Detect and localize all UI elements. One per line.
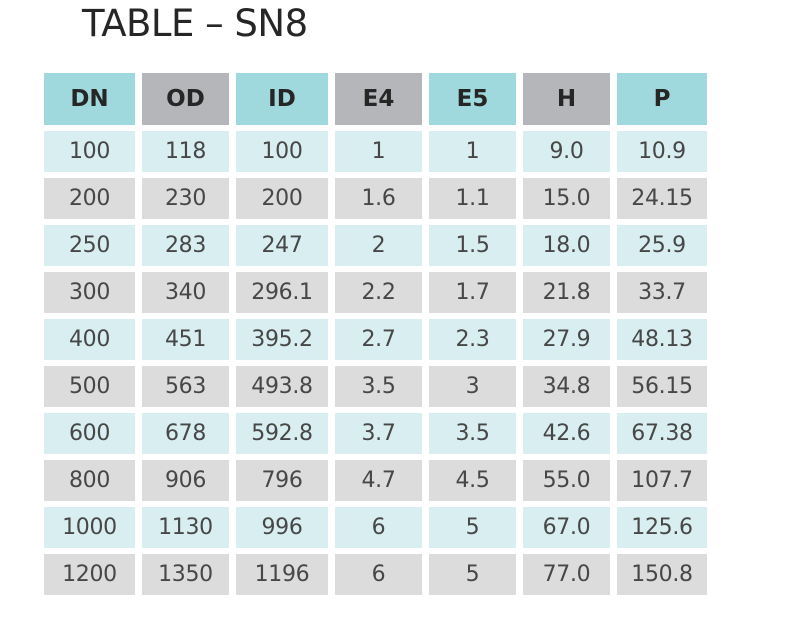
table-cell-h: 55.0 <box>523 460 610 501</box>
table-cell-id: 100 <box>236 131 328 172</box>
table-cell-od: 1130 <box>142 507 229 548</box>
table-cell-id: 996 <box>236 507 328 548</box>
table-cell-e4: 6 <box>335 554 422 595</box>
table-cell-e5: 4.5 <box>429 460 516 501</box>
table-cell-e4: 1 <box>335 131 422 172</box>
table-cell-h: 42.6 <box>523 413 610 454</box>
table-cell-dn: 600 <box>44 413 135 454</box>
table-cell-e4: 2.7 <box>335 319 422 360</box>
table-cell-id: 796 <box>236 460 328 501</box>
table-cell-e5: 1.1 <box>429 178 516 219</box>
table-cell-od: 678 <box>142 413 229 454</box>
table-cell-dn: 400 <box>44 319 135 360</box>
table-cell-e5: 1.7 <box>429 272 516 313</box>
table-cell-od: 451 <box>142 319 229 360</box>
table-cell-p: 67.38 <box>617 413 707 454</box>
table-cell-h: 9.0 <box>523 131 610 172</box>
table-cell-id: 592.8 <box>236 413 328 454</box>
table-cell-e4: 2 <box>335 225 422 266</box>
table-cell-h: 21.8 <box>523 272 610 313</box>
page-title: TABLE – SN8 <box>82 2 308 45</box>
table-cell-p: 107.7 <box>617 460 707 501</box>
table-cell-e5: 1 <box>429 131 516 172</box>
table-cell-h: 27.9 <box>523 319 610 360</box>
table-cell-od: 1350 <box>142 554 229 595</box>
table-cell-p: 25.9 <box>617 225 707 266</box>
table-cell-e4: 2.2 <box>335 272 422 313</box>
table-cell-p: 48.13 <box>617 319 707 360</box>
column-header-h: H <box>523 73 610 125</box>
table-cell-dn: 1000 <box>44 507 135 548</box>
column-header-dn: DN <box>44 73 135 125</box>
table-cell-dn: 200 <box>44 178 135 219</box>
table-cell-od: 563 <box>142 366 229 407</box>
table-cell-id: 395.2 <box>236 319 328 360</box>
table-cell-e5: 1.5 <box>429 225 516 266</box>
table-cell-id: 247 <box>236 225 328 266</box>
table-cell-h: 34.8 <box>523 366 610 407</box>
table-cell-e4: 4.7 <box>335 460 422 501</box>
table-cell-e5: 3 <box>429 366 516 407</box>
table-cell-id: 200 <box>236 178 328 219</box>
table-cell-p: 56.15 <box>617 366 707 407</box>
table-cell-e4: 1.6 <box>335 178 422 219</box>
sn8-table: DN OD ID E4 E5 H P 100 118 100 1 1 9.0 10.9 200 230 200 1… <box>44 73 707 595</box>
table-cell-od: 340 <box>142 272 229 313</box>
table-cell-h: 18.0 <box>523 225 610 266</box>
table-cell-id: 1196 <box>236 554 328 595</box>
table-cell-p: 10.9 <box>617 131 707 172</box>
table-cell-h: 77.0 <box>523 554 610 595</box>
table-cell-id: 296.1 <box>236 272 328 313</box>
table-cell-h: 67.0 <box>523 507 610 548</box>
column-header-p: P <box>617 73 707 125</box>
table-cell-dn: 800 <box>44 460 135 501</box>
table-cell-e5: 5 <box>429 507 516 548</box>
table-cell-e5: 3.5 <box>429 413 516 454</box>
table-cell-e4: 3.5 <box>335 366 422 407</box>
table-cell-dn: 500 <box>44 366 135 407</box>
table-cell-od: 283 <box>142 225 229 266</box>
table-cell-od: 118 <box>142 131 229 172</box>
table-cell-dn: 100 <box>44 131 135 172</box>
table-cell-p: 125.6 <box>617 507 707 548</box>
table-cell-id: 493.8 <box>236 366 328 407</box>
table-cell-e4: 3.7 <box>335 413 422 454</box>
table-cell-od: 906 <box>142 460 229 501</box>
table-cell-od: 230 <box>142 178 229 219</box>
table-cell-p: 24.15 <box>617 178 707 219</box>
column-header-e5: E5 <box>429 73 516 125</box>
table-cell-e5: 5 <box>429 554 516 595</box>
table-cell-p: 33.7 <box>617 272 707 313</box>
table-cell-dn: 300 <box>44 272 135 313</box>
table-cell-h: 15.0 <box>523 178 610 219</box>
table-cell-dn: 250 <box>44 225 135 266</box>
table-cell-dn: 1200 <box>44 554 135 595</box>
column-header-od: OD <box>142 73 229 125</box>
table-cell-p: 150.8 <box>617 554 707 595</box>
table-cell-e4: 6 <box>335 507 422 548</box>
column-header-id: ID <box>236 73 328 125</box>
column-header-e4: E4 <box>335 73 422 125</box>
table-cell-e5: 2.3 <box>429 319 516 360</box>
